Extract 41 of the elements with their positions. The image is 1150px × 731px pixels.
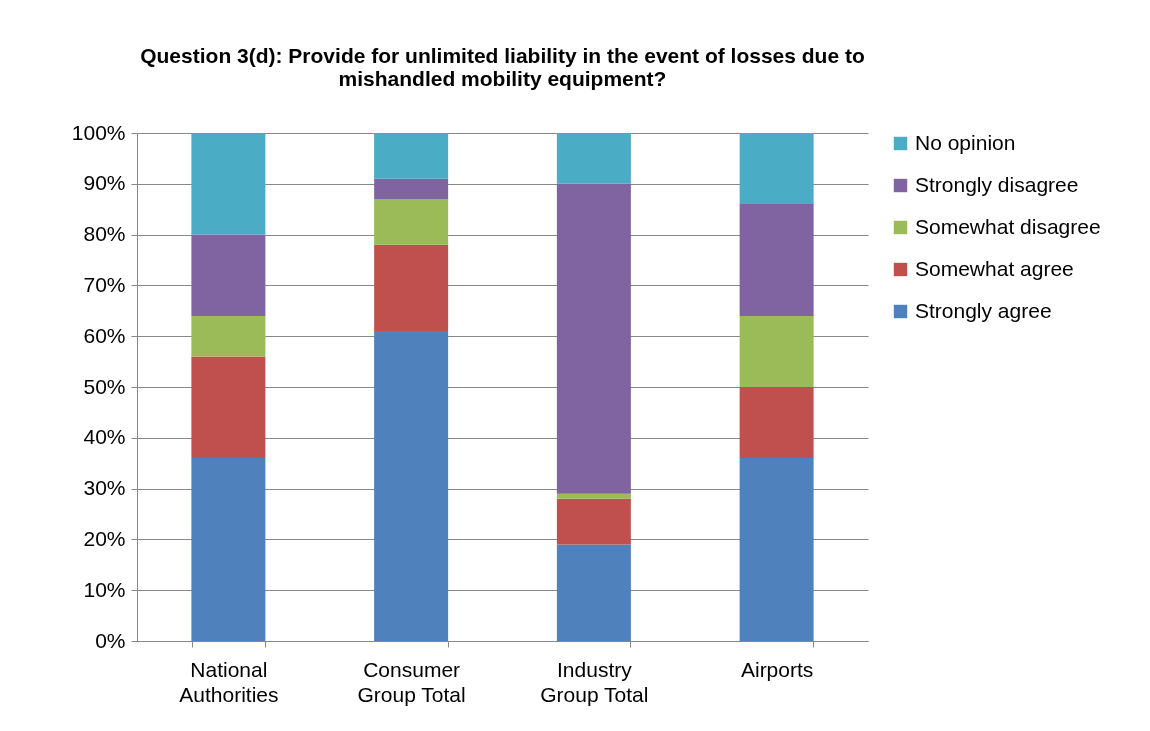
legend-label: No opinion bbox=[915, 130, 1016, 154]
y-tick-label: 10% bbox=[83, 577, 126, 601]
y-tick-label: 0% bbox=[95, 628, 126, 652]
bar bbox=[374, 133, 449, 179]
y-tick-label: 80% bbox=[83, 222, 126, 246]
bar bbox=[191, 234, 266, 316]
y-tick-label: 60% bbox=[83, 323, 126, 347]
x-tick-label: Airports bbox=[740, 657, 814, 681]
bar bbox=[556, 133, 631, 184]
y-tick-label: 90% bbox=[83, 171, 126, 195]
bar bbox=[556, 498, 631, 545]
bar bbox=[374, 199, 449, 245]
chart-title: Question 3(d): Provide for unlimited liability in the event of losses due to mishandled mobility equipment? bbox=[140, 44, 865, 90]
bar bbox=[374, 331, 449, 641]
bar bbox=[739, 387, 814, 459]
y-tick-label: 40% bbox=[83, 425, 126, 449]
bar bbox=[739, 315, 814, 387]
y-tick-label: 30% bbox=[83, 476, 126, 500]
legend-label: Strongly disagree bbox=[915, 172, 1079, 196]
bar bbox=[374, 244, 449, 332]
bar bbox=[556, 544, 631, 641]
bar bbox=[556, 183, 631, 494]
legend-label: Somewhat disagree bbox=[915, 214, 1101, 238]
legend-label: Somewhat agree bbox=[915, 256, 1074, 280]
x-tick-label: Industry Group Total bbox=[540, 657, 649, 706]
legend-label: Strongly agree bbox=[915, 298, 1052, 322]
bar bbox=[191, 356, 266, 459]
bar bbox=[556, 493, 631, 499]
y-tick-label: 50% bbox=[83, 374, 126, 398]
bar bbox=[739, 133, 814, 205]
bar bbox=[374, 178, 449, 200]
bar bbox=[739, 458, 814, 641]
bar bbox=[191, 458, 266, 641]
x-tick-label: National Authorities bbox=[179, 657, 279, 706]
y-tick-label: 100% bbox=[71, 120, 126, 144]
bar bbox=[739, 204, 814, 316]
x-tick-label: Consumer Group Total bbox=[357, 657, 466, 706]
y-tick-label: 20% bbox=[83, 526, 126, 550]
y-tick-label: 70% bbox=[83, 272, 126, 296]
bar bbox=[191, 133, 266, 235]
bar bbox=[191, 315, 266, 357]
